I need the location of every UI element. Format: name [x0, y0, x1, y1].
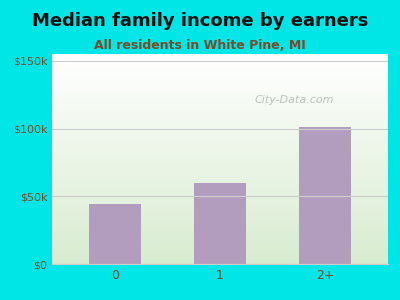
Bar	[299, 127, 351, 264]
Bar	[89, 204, 141, 264]
Bar	[194, 183, 246, 264]
Text: City-Data.com: City-Data.com	[254, 95, 334, 105]
Text: All residents in White Pine, MI: All residents in White Pine, MI	[94, 39, 306, 52]
Text: Median family income by earners: Median family income by earners	[32, 12, 368, 30]
